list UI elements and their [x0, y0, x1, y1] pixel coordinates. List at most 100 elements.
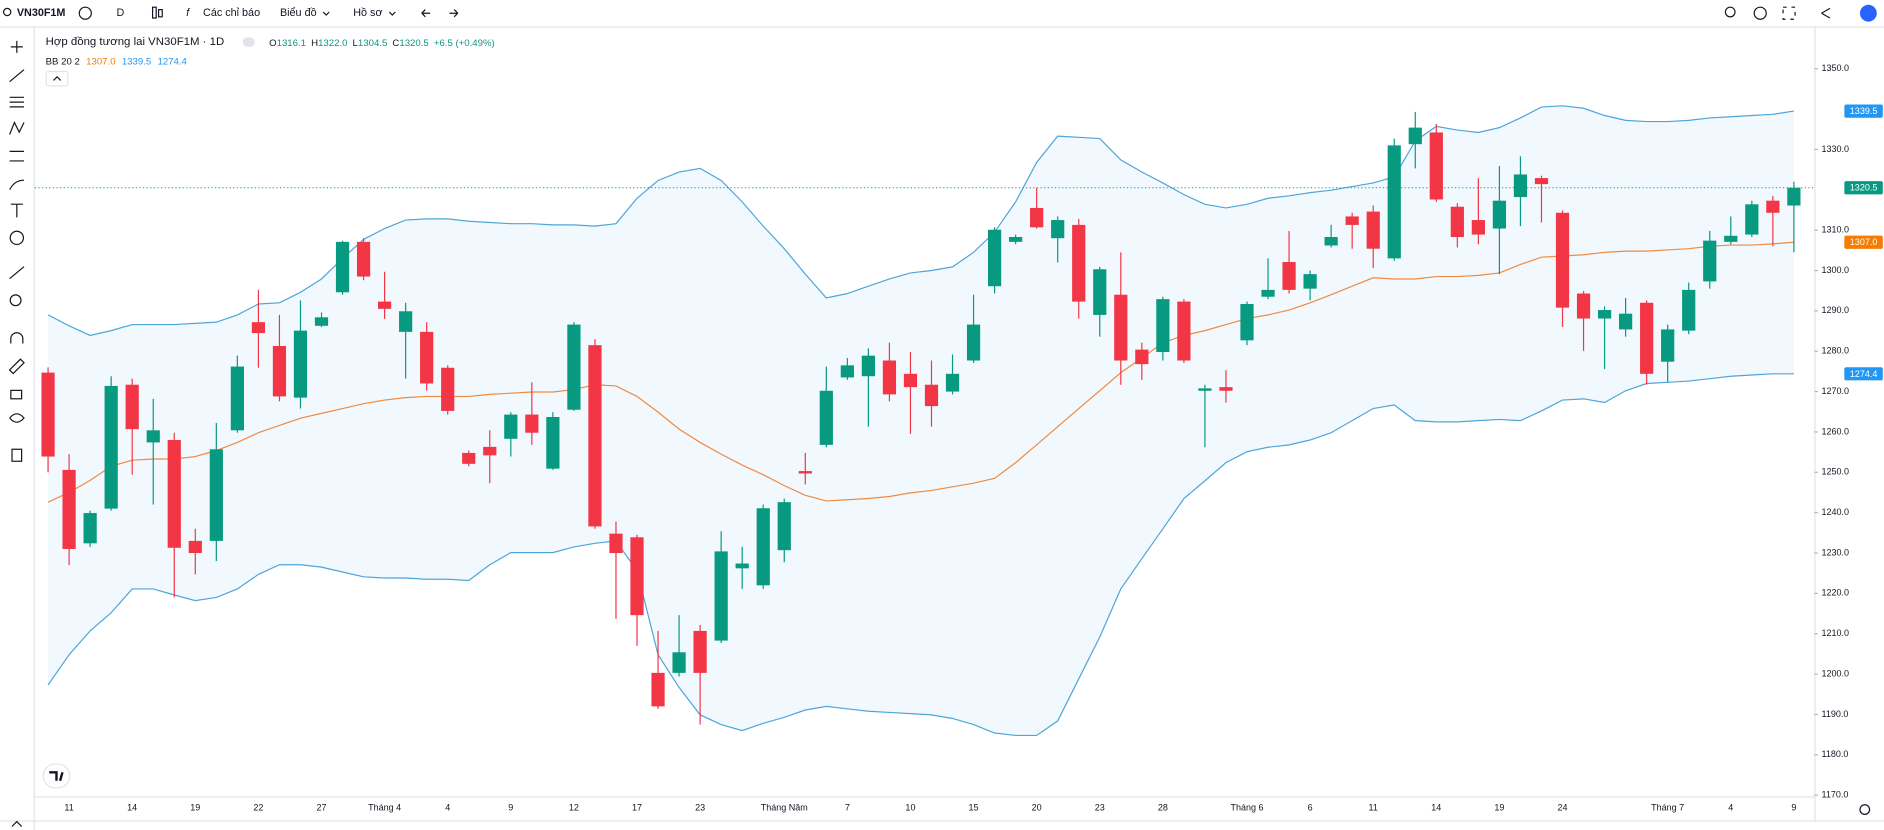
undo[interactable] — [421, 9, 431, 18]
candle-body — [1724, 235, 1738, 242]
candle-body — [546, 417, 560, 469]
candle-body — [483, 446, 497, 456]
y-tick-label: 1190.0 — [1822, 709, 1849, 719]
x-tick-label: 19 — [190, 803, 200, 813]
search-icon[interactable] — [3, 7, 12, 17]
patterns[interactable] — [9, 121, 25, 135]
trend-line[interactable] — [9, 69, 25, 83]
candle-body — [777, 502, 791, 551]
candle-body — [1366, 211, 1380, 249]
axis-settings[interactable] — [1859, 804, 1871, 815]
magnet[interactable] — [10, 332, 24, 344]
candle-body — [1324, 237, 1338, 246]
interval[interactable]: D — [117, 7, 125, 19]
x-tick-label: Tháng 7 — [1651, 803, 1684, 813]
trash[interactable] — [11, 448, 23, 462]
x-tick-label: 15 — [969, 803, 979, 813]
x-tick-label: 11 — [1369, 803, 1378, 813]
emoji[interactable] — [9, 230, 25, 246]
collapse-button[interactable] — [45, 70, 69, 87]
crosshair[interactable] — [10, 40, 23, 53]
x-tick-label: 22 — [253, 803, 263, 813]
candle-body — [1787, 187, 1801, 206]
zoom[interactable] — [1724, 6, 1736, 18]
brush[interactable] — [9, 179, 25, 191]
legend-toggle[interactable] — [242, 37, 255, 47]
chart-type-icon[interactable] — [151, 6, 157, 19]
lock[interactable] — [10, 389, 23, 400]
symbol[interactable]: VN30F1M — [17, 7, 66, 19]
candle-body — [1303, 274, 1317, 289]
share[interactable] — [1821, 7, 1831, 19]
candle-body — [399, 311, 413, 332]
x-tick-label: Tháng Năm — [761, 803, 808, 813]
tv-logo-mark — [49, 771, 64, 782]
indicators-icon: f — [186, 7, 190, 19]
ohlc-label: H — [311, 38, 318, 49]
candle-body — [62, 469, 76, 549]
ohlc-value: 1304.5 — [358, 38, 387, 49]
indicators[interactable]: Các chỉ báo — [203, 7, 260, 19]
ohlc-value: 1320.5 — [399, 38, 428, 49]
text-tool[interactable] — [10, 203, 23, 218]
y-tick-label: 1210.0 — [1822, 628, 1850, 638]
visibility[interactable] — [9, 413, 25, 423]
top-toolbar: VN30F1M D f Các chỉ báo Biểu đồ Hồ sơ — [0, 4, 1884, 28]
price-tag-label: 1274.4 — [1850, 369, 1878, 379]
candle-body — [504, 414, 518, 439]
ruler[interactable] — [9, 266, 25, 280]
candle-body — [1114, 294, 1128, 361]
candle-body — [1051, 220, 1065, 239]
x-tick-label: 4 — [445, 803, 450, 813]
projection[interactable] — [9, 150, 25, 162]
fullscreen[interactable] — [1782, 6, 1796, 20]
x-tick-label: 28 — [1158, 803, 1168, 813]
profile-menu[interactable]: Hồ sơ — [353, 7, 382, 19]
chart-menu[interactable]: Biểu đồ — [280, 7, 317, 19]
candle-body — [1661, 329, 1675, 362]
fib[interactable] — [9, 96, 25, 108]
x-tick-label: 24 — [1558, 803, 1568, 813]
candle-body — [1135, 349, 1149, 365]
x-tick-label: 9 — [508, 803, 513, 813]
y-tick-label: 1250.0 — [1822, 467, 1850, 477]
candle-body — [1198, 388, 1212, 391]
zoom-in[interactable] — [9, 294, 22, 307]
x-tick-label: 14 — [1431, 803, 1441, 813]
candle-body — [714, 551, 728, 641]
redo[interactable] — [449, 9, 459, 18]
candle-body — [1156, 299, 1170, 353]
candle-body — [567, 324, 581, 410]
candle-body — [882, 360, 897, 395]
candle-body — [1619, 313, 1633, 330]
left-toolbar — [8, 27, 35, 830]
candle-body — [41, 372, 55, 457]
ohlc-label: C — [392, 38, 399, 49]
candle-body — [1387, 145, 1401, 259]
candle-body — [1682, 289, 1696, 331]
candle-body — [588, 345, 602, 527]
candle-body — [1576, 293, 1591, 319]
add-symbol[interactable] — [78, 6, 92, 20]
bottom-icon[interactable] — [11, 820, 23, 827]
band-lower — [47, 373, 1794, 737]
candle-body — [104, 385, 118, 509]
x-tick-label: 7 — [845, 803, 850, 813]
x-tick-label: 27 — [316, 803, 326, 813]
candle-body — [1555, 212, 1570, 308]
candle-body — [756, 508, 770, 586]
logo[interactable] — [1859, 4, 1877, 22]
x-tick-label: 14 — [127, 803, 137, 813]
y-tick-label: 1330.0 — [1822, 144, 1850, 154]
candle-body — [167, 440, 181, 548]
x-tick-label: 23 — [695, 803, 705, 813]
chevron — [322, 11, 330, 16]
price-tag — [1844, 367, 1883, 381]
candle-body — [924, 384, 939, 407]
lock-draw[interactable] — [8, 358, 25, 375]
y-tick-label: 1180.0 — [1822, 749, 1849, 759]
candle-body — [420, 331, 434, 384]
y-tick-label: 1290.0 — [1822, 305, 1850, 315]
settings[interactable] — [1753, 6, 1767, 20]
